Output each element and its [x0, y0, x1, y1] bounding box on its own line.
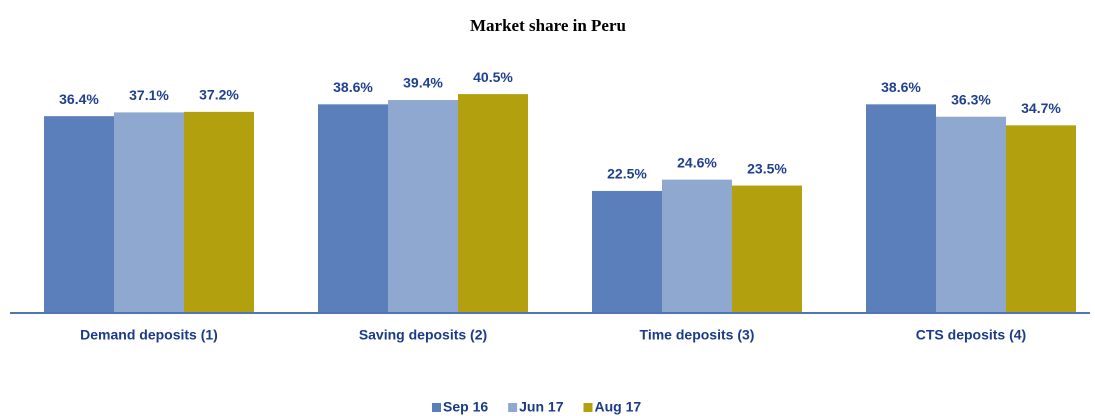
- bar: [936, 116, 1006, 313]
- value-label: 34.7%: [1021, 100, 1061, 116]
- value-label: 23.5%: [747, 160, 787, 176]
- legend-label: Aug 17: [595, 399, 642, 415]
- bar: [458, 94, 528, 312]
- value-label: 38.6%: [881, 79, 921, 95]
- bar: [184, 111, 254, 312]
- legend-swatch: [508, 403, 518, 412]
- legend-swatch: [432, 403, 441, 412]
- value-label: 22.5%: [607, 166, 647, 182]
- bar: [388, 100, 458, 312]
- x-tick-label: CTS deposits (4): [916, 327, 1026, 343]
- value-label: 36.4%: [59, 91, 99, 107]
- x-tick-label: Demand deposits (1): [80, 327, 218, 343]
- bar: [662, 179, 732, 312]
- bar: [44, 116, 114, 312]
- x-tick-label: Time deposits (3): [640, 327, 755, 343]
- bar: [318, 104, 388, 312]
- value-label: 40.5%: [473, 69, 513, 85]
- chart-title: Market share in Peru: [470, 16, 626, 35]
- value-label: 37.2%: [199, 87, 239, 103]
- value-label: 24.6%: [677, 154, 717, 170]
- bar: [592, 190, 662, 312]
- bar: [1006, 125, 1076, 313]
- value-label: 38.6%: [333, 79, 373, 95]
- bar: [866, 104, 936, 312]
- bar: [732, 185, 802, 312]
- x-tick-label: Saving deposits (2): [359, 327, 487, 343]
- value-label: 37.1%: [129, 87, 169, 103]
- legend-label: Jun 17: [519, 399, 564, 415]
- legend-label: Sep 16: [443, 399, 488, 415]
- value-label: 36.3%: [951, 91, 991, 107]
- legend-swatch: [583, 403, 593, 412]
- bar: [114, 112, 184, 312]
- value-label: 39.4%: [403, 75, 443, 91]
